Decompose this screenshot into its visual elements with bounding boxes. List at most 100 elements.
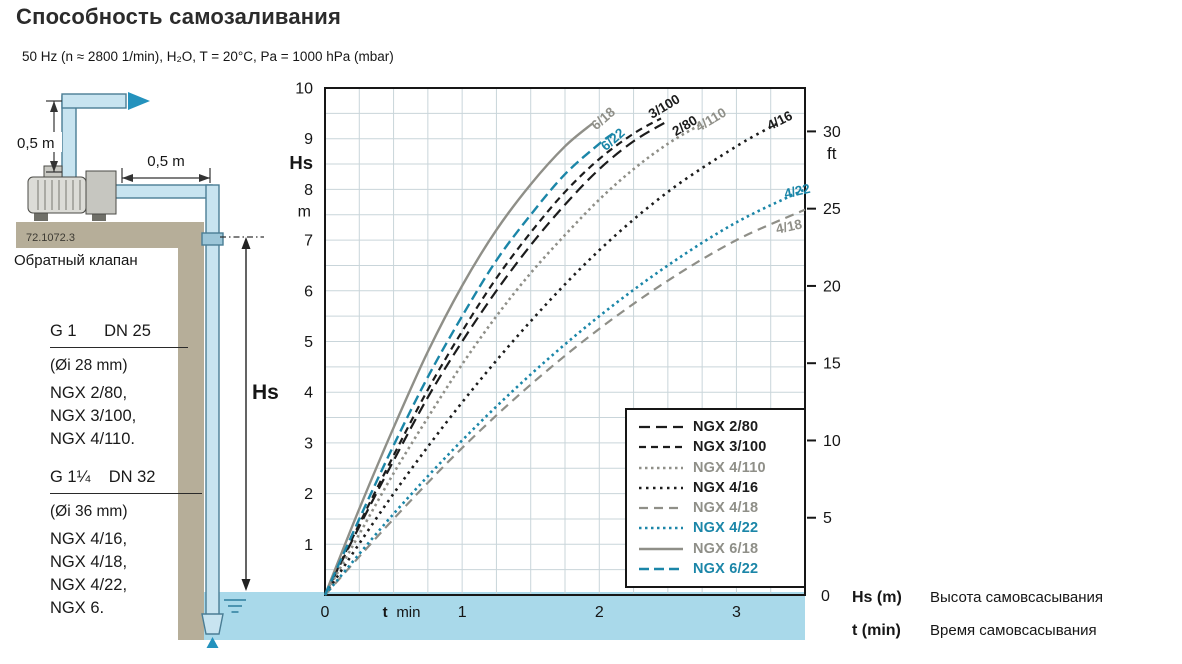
legend-label: NGX 6/22 <box>693 560 759 577</box>
legend-label: NGX 4/18 <box>693 500 759 517</box>
page-subtitle: 50 Hz (n ≈ 2800 1/min), H₂O, T = 20°C, P… <box>22 49 394 64</box>
dimension-horizontal <box>121 168 211 183</box>
legend-line-sample <box>639 527 683 530</box>
x-axis-unit: min <box>396 604 420 621</box>
x-axis-label: t <box>383 604 388 621</box>
dim-arrow-up <box>50 101 58 112</box>
plot-frame <box>324 87 806 596</box>
hs-dimension-label: Hs <box>252 381 279 404</box>
spec-header: G 1¼ DN 32 <box>50 468 202 494</box>
caption-t-term: t (min) <box>852 622 901 639</box>
pump-foot <box>34 213 48 221</box>
ground-wall <box>178 222 204 640</box>
y-tick-label: 10 <box>295 81 313 98</box>
spec-model: NGX 4/110. <box>50 430 135 448</box>
hs-arrow-up <box>241 237 251 249</box>
legend-label: NGX 4/22 <box>693 520 759 537</box>
spec-model: NGX 2/80, <box>50 384 128 402</box>
y-tick-label: 9 <box>304 131 313 148</box>
curve-ngx-3-100 <box>324 117 662 596</box>
pump-icon <box>27 165 117 221</box>
legend-label: NGX 3/100 <box>693 439 767 456</box>
dim-arrow-left <box>122 174 133 182</box>
legend-line-sample <box>639 547 683 550</box>
dim-label-vertical: 0,5 m <box>17 135 55 152</box>
legend-item-ngx-2-80: NGX 2/80 <box>638 419 800 435</box>
dim-label-horizontal: 0,5 m <box>147 153 185 170</box>
y-tick-label: 8 <box>304 182 313 199</box>
x-tick-label: 2 <box>595 604 604 621</box>
legend-line-sample <box>639 446 683 449</box>
legend-line-sample <box>639 486 683 490</box>
check-valve-fitting <box>201 232 224 246</box>
chart-legend: NGX 2/80 NGX 3/100 NGX 4/110 NGX 4/16 NGX 4/… <box>625 408 806 588</box>
curve-label-4-16: 4/16 <box>765 108 796 134</box>
y-axis-unit: m <box>298 204 311 221</box>
check-valve-label: Обратный клапан <box>14 252 138 269</box>
spec-model: NGX 4/16, <box>50 530 128 548</box>
legend-item-ngx-4-110: NGX 4/110 <box>638 460 800 476</box>
legend-item-ngx-4-16: NGX 4/16 <box>638 480 800 496</box>
legend-line-sample <box>639 426 683 429</box>
legend-item-ngx-6-18: NGX 6/18 <box>638 541 800 557</box>
hs-arrow-down <box>241 579 251 591</box>
dim-label-bg <box>14 132 62 152</box>
pump-foot <box>92 213 106 221</box>
legend-line-sample <box>639 567 683 570</box>
y-tick-label: 2 <box>304 486 313 503</box>
curve-ngx-4-18 <box>324 208 806 596</box>
y-tick-label: 7 <box>304 233 313 250</box>
flow-arrow-icon <box>128 92 150 110</box>
legend-label: NGX 6/18 <box>693 540 759 557</box>
curve-ngx-4-110 <box>323 122 703 596</box>
spec-model: NGX 4/18, <box>50 553 128 571</box>
water-region <box>204 592 805 640</box>
figure-ref-code: 72.1072.3 <box>26 232 75 244</box>
curve-ngx-6-22 <box>323 132 614 596</box>
pump-head <box>85 170 117 215</box>
spec-model: NGX 6. <box>50 599 105 617</box>
y-tick-label: 5 <box>304 334 313 351</box>
y2-tick-label: 15 <box>823 356 841 373</box>
legend-line-sample <box>639 506 683 510</box>
pipe-spec-group-2: G 1¼ DN 32 (Øi 36 mm) NGX 4/16, NGX 4/18… <box>50 468 202 620</box>
x-tick-label: 1 <box>458 604 467 621</box>
spec-model: NGX 4/22, <box>50 576 128 594</box>
y-axis-label: Hs <box>289 152 313 173</box>
legend-label: NGX 4/16 <box>693 479 759 496</box>
y-tick-label: 1 <box>304 537 313 554</box>
legend-item-ngx-4-18: NGX 4/18 <box>638 500 800 516</box>
y2-tick-label: 5 <box>823 510 832 527</box>
caption-hs-text: Высота самовсасывания <box>930 589 1104 606</box>
suction-flow-arrow-icon <box>206 637 219 648</box>
legend-line-sample <box>639 466 683 469</box>
caption-t: t (min) Время самовсасывания <box>852 622 1097 640</box>
spec-header: G 1 DN 25 <box>50 322 188 348</box>
curve-label-4-110: 4/110 <box>693 105 729 135</box>
curve-label-3-100: 3/100 <box>646 91 683 121</box>
caption-hs: Hs (m) Высота самовсасывания <box>852 589 1103 607</box>
curve-ngx-6-18 <box>323 122 594 596</box>
page-title: Способность самозаливания <box>16 4 342 29</box>
y-tick-label: 6 <box>304 283 313 300</box>
dim-arrow-down <box>50 161 58 172</box>
caption-hs-term: Hs (m) <box>852 589 902 606</box>
motor-fins <box>37 180 81 210</box>
legend-item-ngx-4-22: NGX 4/22 <box>638 520 800 536</box>
legend-item-ngx-6-22: NGX 6/22 <box>638 561 800 577</box>
y2-tick-label: 10 <box>823 433 841 450</box>
legend-label: NGX 2/80 <box>693 419 759 436</box>
x-tick-label: 3 <box>732 604 741 621</box>
pipe-spec-group-1: G 1 DN 25 (Øi 28 mm) NGX 2/80, NGX 3/100… <box>50 322 188 451</box>
curve-ngx-4-22 <box>324 188 806 596</box>
y2-tick-label: 25 <box>823 201 841 218</box>
y-tick-label: 3 <box>304 435 313 452</box>
y2-tick-label: 20 <box>823 278 841 295</box>
spec-model: NGX 3/100, <box>50 407 137 425</box>
y2-zero-label: 0 <box>821 588 830 605</box>
curve-ngx-4-16 <box>323 122 779 596</box>
curve-ngx-2-80 <box>324 120 669 596</box>
